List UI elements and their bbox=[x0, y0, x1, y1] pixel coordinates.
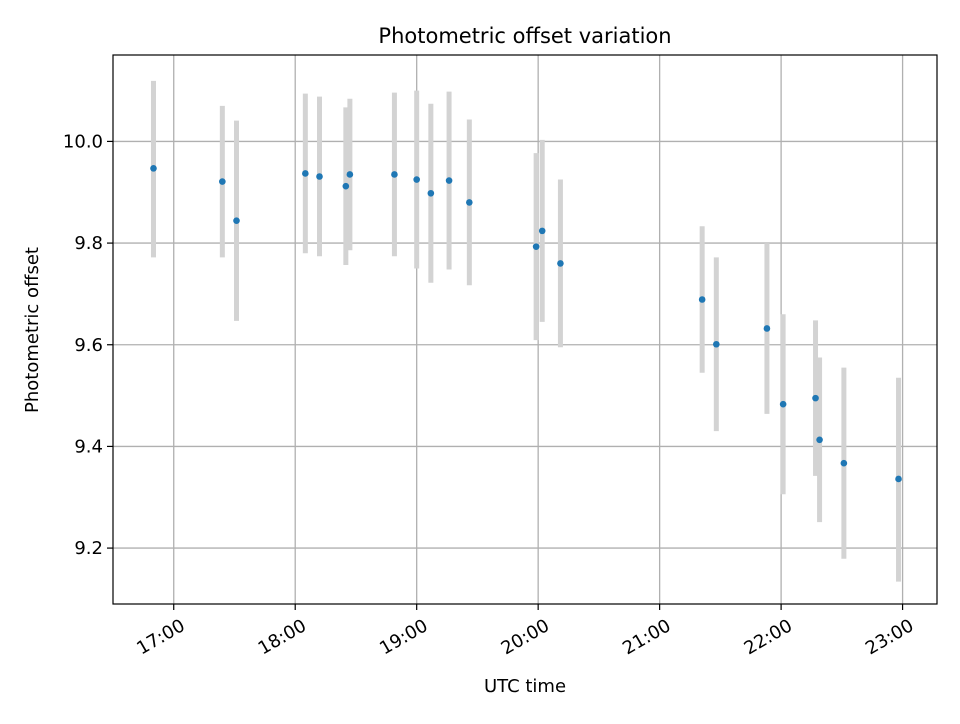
data-point bbox=[713, 340, 720, 348]
y-tick-label: 9.8 bbox=[74, 233, 103, 254]
y-axis-label: Photometric offset bbox=[22, 247, 43, 413]
data-point bbox=[219, 178, 226, 185]
plot-area-frame bbox=[112, 54, 938, 605]
data-point bbox=[466, 199, 473, 206]
data-point bbox=[427, 189, 435, 197]
data-point bbox=[391, 171, 398, 178]
y-tick-label: 9.4 bbox=[74, 436, 103, 457]
data-point bbox=[816, 436, 823, 444]
data-point bbox=[302, 170, 309, 177]
data-point bbox=[698, 296, 706, 303]
data-point bbox=[840, 459, 848, 467]
data-point bbox=[445, 177, 453, 184]
data-point bbox=[150, 165, 157, 172]
data-point bbox=[342, 182, 350, 190]
y-axis-ticks: 9.2 9.4 9.6 9.8 10.0 bbox=[63, 131, 113, 559]
data-point bbox=[346, 171, 354, 178]
data-point bbox=[779, 400, 787, 408]
x-axis-label: UTC time bbox=[484, 676, 566, 697]
y-tick-label: 9.6 bbox=[74, 335, 103, 356]
data-point bbox=[538, 227, 546, 235]
data-points bbox=[150, 165, 902, 483]
data-point bbox=[532, 243, 540, 250]
data-point bbox=[557, 260, 564, 267]
data-point bbox=[812, 394, 819, 402]
data-point bbox=[316, 173, 323, 180]
data-point bbox=[763, 325, 771, 332]
data-point bbox=[233, 217, 240, 225]
chart-title: Photometric offset variation bbox=[378, 24, 671, 48]
data-point bbox=[895, 475, 902, 483]
y-tick-label: 10.0 bbox=[63, 131, 103, 152]
data-point bbox=[413, 176, 420, 183]
y-tick-label: 9.2 bbox=[74, 538, 103, 559]
